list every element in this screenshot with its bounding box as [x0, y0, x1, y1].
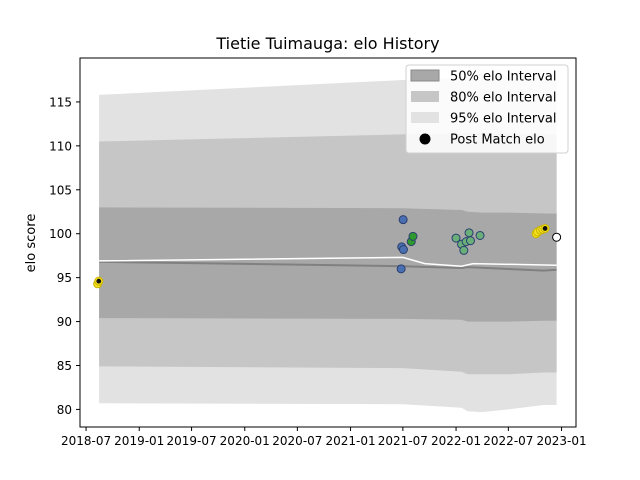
legend-swatch: [411, 91, 439, 102]
expected-elo-line: [99, 256, 557, 267]
elo-point: [451, 233, 461, 243]
x-tick-label: 2018-07: [61, 434, 111, 448]
x-tick-label: 2022-07: [483, 434, 533, 448]
legend-swatch: [411, 112, 439, 123]
plot-frame: [79, 57, 577, 428]
elo-point: [465, 236, 475, 246]
x-tick-label: 2019-01: [114, 434, 164, 448]
legend-box: [405, 64, 569, 154]
elo-point-center: [542, 226, 548, 231]
post-match-points: [93, 215, 562, 289]
legend-label: 95% elo Interval: [450, 112, 557, 127]
x-tick-label: 2022-01: [431, 434, 481, 448]
elo-point: [396, 264, 406, 274]
x-tick-label: 2023-01: [536, 434, 586, 448]
elo-point: [459, 245, 469, 255]
y-axis: 80 85 90 95 100 105 110 115: [49, 95, 80, 417]
elo-point: [552, 232, 562, 242]
legend-marker: [419, 133, 431, 145]
legend-label: 80% elo Interval: [450, 91, 557, 106]
chart-title: Tietie Tuimauga: elo History: [215, 34, 439, 53]
x-axis: 2018-07 2019-01 2019-07 2020-01 2020-07 2021-…: [61, 427, 587, 448]
x-tick-label: 2020-07: [272, 434, 322, 448]
elo-lines: [99, 256, 557, 272]
y-axis-label: elo score: [24, 214, 39, 273]
x-tick-label: 2021-01: [325, 434, 375, 448]
elo-point-center: [96, 278, 102, 284]
x-tick-label: 2021-07: [378, 434, 428, 448]
legend-label: Post Match elo: [450, 133, 545, 148]
legend-label: 50% elo Interval: [450, 70, 557, 85]
elo-point: [464, 228, 474, 238]
y-tick-label: 95: [57, 271, 72, 285]
elo-point: [398, 215, 408, 225]
y-tick-label: 90: [57, 315, 72, 329]
y-tick-label: 105: [49, 183, 72, 197]
elo-point: [408, 231, 418, 241]
legend: 50% elo Interval 80% elo Interval 95% elo …: [405, 64, 569, 154]
x-tick-label: 2020-01: [220, 434, 270, 448]
x-tick-label: 2019-07: [167, 434, 217, 448]
y-tick-label: 100: [49, 227, 72, 241]
y-tick-label: 80: [57, 403, 72, 417]
legend-swatch: [410, 69, 440, 82]
elo-point: [475, 230, 485, 240]
y-tick-label: 115: [49, 95, 72, 109]
y-tick-label: 85: [57, 359, 72, 373]
y-tick-label: 110: [49, 139, 72, 153]
interval-bands: [99, 73, 557, 413]
elo-point: [398, 245, 408, 255]
mean-elo-line: [99, 260, 557, 272]
